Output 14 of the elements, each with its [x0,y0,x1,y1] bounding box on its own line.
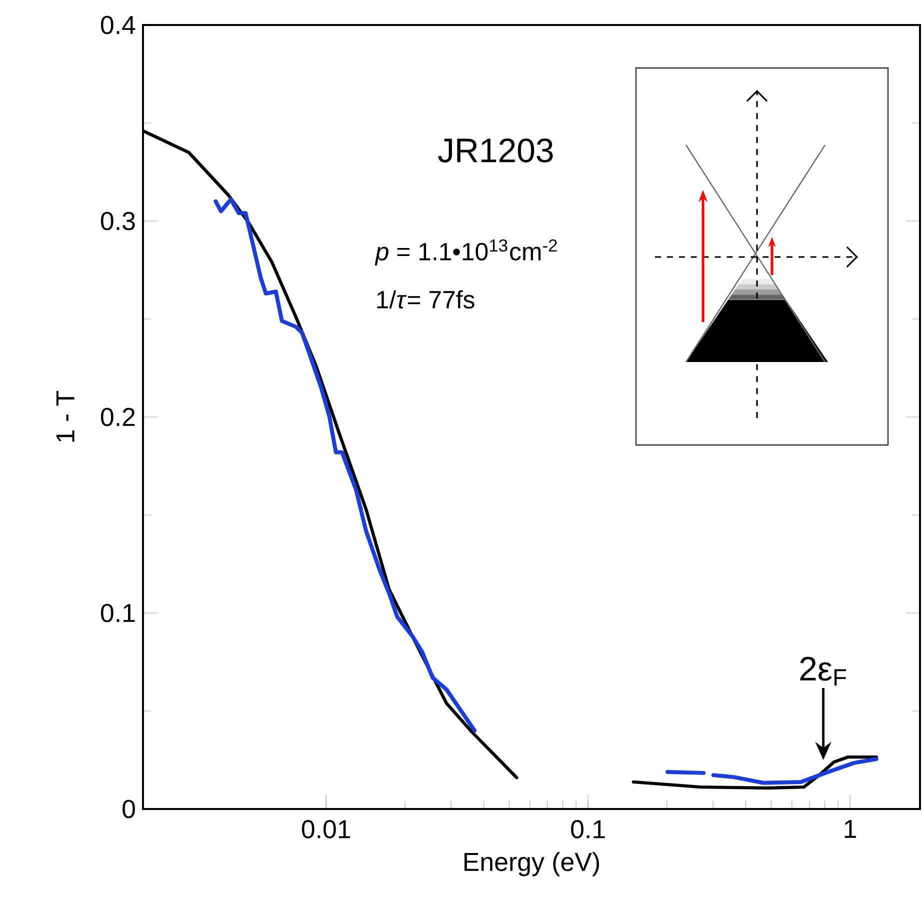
y-tick-label: 0 [122,800,135,818]
x-tick-label: 1 [844,820,856,838]
annotation: 2ε$_{F}$ [800,656,846,686]
y-tick-label: 0.3 [100,212,135,230]
y-axis-title: 1 - T [56,391,74,442]
annotation: 1/τ= 77fs [377,290,474,309]
y-tick-label: 0.1 [100,604,135,622]
y-tick-label: 0.2 [100,408,135,426]
y-tick-label: 0.4 [100,16,136,34]
annotation: JR1203 [438,138,553,162]
annotation: p = 1.1•10$^{13}$cm$^{-2}$ [374,239,557,266]
x-tick-label: 0.1 [571,820,605,838]
x-tick-label: 0.01 [302,820,350,838]
x-axis-title: Energy (eV) [464,852,599,876]
